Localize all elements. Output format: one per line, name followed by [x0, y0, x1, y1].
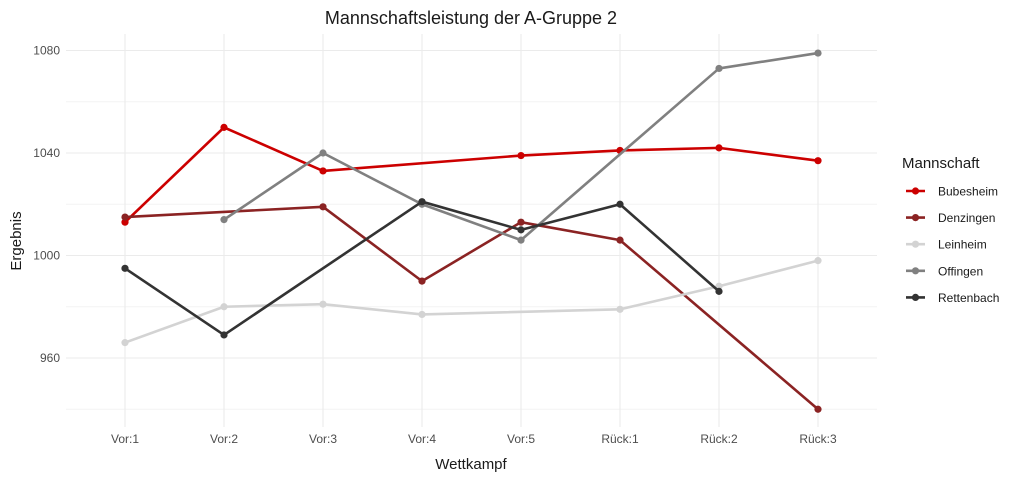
legend-label: Bubesheim: [938, 185, 998, 199]
legend: Mannschaft Bubesheim Denzingen Leinheim Off…: [902, 155, 999, 305]
x-tick-label: Vor:3: [309, 432, 337, 446]
data-point: [616, 200, 624, 208]
data-point: [319, 300, 327, 308]
legend-swatch-point: [911, 187, 920, 195]
data-point: [121, 213, 129, 221]
series-line: [123, 200, 721, 337]
data-point: [319, 203, 327, 211]
data-point: [616, 236, 624, 244]
x-tick-label: Rück:1: [601, 432, 639, 446]
data-point: [220, 123, 228, 131]
y-tick-label: 960: [40, 351, 60, 365]
legend-title: Mannschaft: [902, 155, 980, 172]
legend-item-rettenbach: Rettenbach: [906, 291, 999, 305]
legend-item-bubesheim: Bubesheim: [906, 185, 998, 199]
data-point: [121, 339, 129, 347]
legend-swatch-point: [911, 267, 920, 275]
legend-label: Rettenbach: [938, 291, 999, 305]
data-point: [715, 282, 723, 290]
data-point: [517, 236, 525, 244]
series-lines: [121, 49, 822, 413]
data-point: [220, 303, 228, 311]
series-rettenbach: [121, 198, 723, 339]
data-point: [715, 287, 723, 295]
data-point: [418, 198, 426, 206]
series-denzingen: [121, 203, 822, 413]
y-tick-label: 1080: [33, 44, 60, 58]
y-axis-title: Ergebnis: [8, 211, 25, 270]
legend-label: Denzingen: [938, 211, 995, 225]
data-point: [319, 167, 327, 175]
data-point: [418, 310, 426, 319]
data-point: [220, 216, 228, 224]
data-point: [616, 305, 624, 313]
x-axis-ticks: Vor:1 Vor:2 Vor:3 Vor:4 Vor:5 Rück:1 Rück:2 Rüc…: [111, 432, 837, 446]
data-point: [418, 277, 426, 285]
series-line: [222, 51, 820, 242]
chart-title: Mannschaftsleistung der A-Gruppe 2: [325, 8, 617, 28]
series-leinheim: [121, 257, 822, 347]
series-offingen: [220, 49, 822, 244]
data-point: [517, 151, 525, 160]
legend-swatch-point: [911, 214, 920, 222]
series-bubesheim: [121, 123, 822, 226]
x-tick-label: Vor:5: [507, 432, 535, 446]
data-point: [517, 218, 525, 226]
legend-label: Leinheim: [938, 238, 987, 252]
data-point: [814, 257, 822, 265]
data-point: [121, 264, 129, 272]
legend-swatch-point: [911, 240, 920, 248]
x-axis-title: Wettkampf: [435, 456, 507, 473]
data-point: [517, 226, 525, 234]
y-tick-label: 1000: [33, 249, 60, 263]
data-point: [121, 218, 129, 226]
legend-item-leinheim: Leinheim: [906, 238, 987, 252]
x-tick-label: Rück:2: [700, 432, 738, 446]
y-axis-ticks: 960 1000 1040 1080: [33, 44, 60, 366]
data-point: [814, 49, 822, 57]
data-point: [814, 157, 822, 165]
y-tick-label: 1040: [33, 146, 60, 160]
x-tick-label: Vor:2: [210, 432, 238, 446]
x-tick-label: Rück:3: [799, 432, 837, 446]
x-tick-label: Vor:4: [408, 432, 436, 446]
series-line: [123, 205, 820, 411]
legend-label: Offingen: [938, 264, 983, 278]
data-point: [715, 64, 723, 73]
gridlines: [66, 34, 877, 427]
legend-item-denzingen: Denzingen: [906, 211, 995, 225]
legend-swatch-point: [911, 293, 920, 301]
legend-item-offingen: Offingen: [906, 264, 983, 278]
series-line: [123, 126, 820, 224]
x-tick-label: Vor:1: [111, 432, 139, 446]
data-point: [715, 144, 723, 152]
data-point: [814, 405, 822, 413]
data-point: [319, 149, 327, 157]
data-point: [220, 331, 228, 339]
